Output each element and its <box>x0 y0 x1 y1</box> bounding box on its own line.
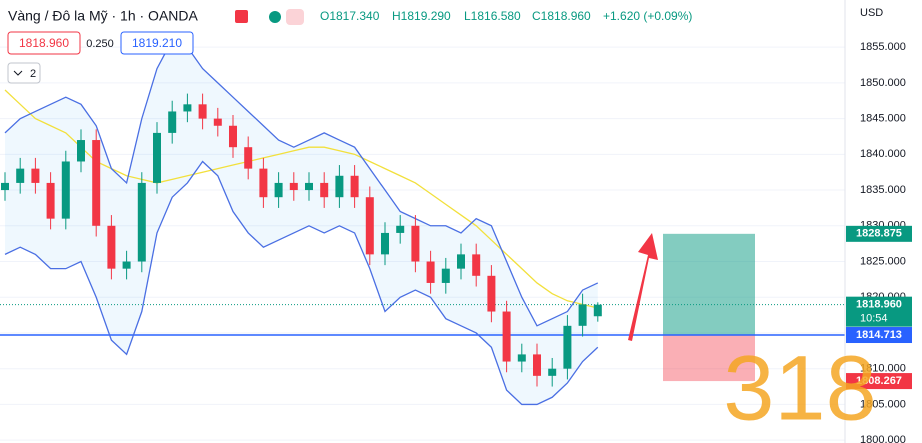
status-dot <box>269 11 281 23</box>
candle-body <box>578 304 587 326</box>
candle-body <box>517 354 526 362</box>
candle-body <box>244 147 253 169</box>
candle-body <box>593 304 602 317</box>
stop-badge <box>846 373 912 390</box>
flag-icon[interactable] <box>235 10 248 23</box>
candle-body <box>92 140 101 226</box>
candle-body <box>396 225 405 233</box>
candle-body <box>137 182 146 262</box>
entry-badge <box>846 327 912 344</box>
y-tick-label: 1810.000 <box>860 363 906 375</box>
y-tick-label: 1855.000 <box>860 41 906 53</box>
buy-price[interactable]: 1819.210 <box>132 36 182 50</box>
candle-body <box>16 168 25 183</box>
candle-body <box>548 368 557 376</box>
y-tick-label: 1800.000 <box>860 434 906 443</box>
candle-body <box>441 268 450 283</box>
candle-body <box>502 311 511 362</box>
target-badge <box>846 225 912 242</box>
candle-body <box>259 168 268 198</box>
candle-body <box>168 111 177 133</box>
candle-body <box>1 182 9 191</box>
ohlc-high: H1819.290 <box>392 9 451 23</box>
candle-body <box>229 125 237 148</box>
change: +1.620 (+0.09%) <box>603 9 692 23</box>
spread: 0.250 <box>86 38 114 50</box>
buy-button[interactable] <box>120 31 194 55</box>
candle-body <box>563 325 572 369</box>
status-icon <box>286 9 304 25</box>
ohlc-open: O1817.340 <box>320 9 380 23</box>
y-tick-label: 1840.000 <box>860 148 906 160</box>
target-badge-label: 1828.875 <box>856 228 902 240</box>
candle-body <box>411 225 420 262</box>
y-tick-label: 1845.000 <box>860 113 906 125</box>
candle-body <box>365 197 374 255</box>
price-axis <box>845 0 922 443</box>
candle-body <box>305 182 313 191</box>
candle-body <box>487 275 496 312</box>
candle-body <box>77 140 85 162</box>
indicator-line <box>4 160 599 406</box>
chevron <box>13 70 23 76</box>
position-loss <box>663 335 755 382</box>
sell-price[interactable]: 1818.960 <box>19 36 69 50</box>
plot-area <box>0 39 845 441</box>
position-profit <box>663 233 755 336</box>
symbol: Vàng / Đô la Mỹ · 1h · OANDA <box>8 8 199 24</box>
sell-button[interactable] <box>7 31 81 55</box>
candle-body <box>198 104 207 119</box>
ohlc-close: C1818.960 <box>532 9 591 23</box>
band-fill <box>5 40 598 405</box>
candle-body <box>31 168 40 183</box>
candle-body <box>213 118 222 126</box>
candle-body <box>122 261 131 269</box>
indicator-count[interactable]: 2 <box>30 68 36 80</box>
currency: USD <box>860 7 883 19</box>
candle-body <box>320 182 329 198</box>
ohlc-low: L1816.580 <box>464 9 521 23</box>
candle-body <box>289 182 298 191</box>
stop-badge-label: 1808.267 <box>856 375 902 387</box>
indicator-toggle[interactable] <box>7 62 41 84</box>
y-tick-label: 1835.000 <box>860 184 906 196</box>
candle-body <box>335 175 344 198</box>
candle-body <box>274 182 283 198</box>
candle-body <box>350 175 359 198</box>
candle-body <box>381 232 389 255</box>
y-tick-label: 1825.000 <box>860 255 906 267</box>
entry-badge-label: 1814.713 <box>856 329 902 341</box>
candle-body <box>153 132 161 183</box>
candle-body <box>107 225 116 269</box>
price-badges: 1828.875 1808.267 1814.713 1818.960 10:54 <box>846 225 912 390</box>
candle-body <box>183 104 192 112</box>
countdown: 10:54 <box>860 313 888 325</box>
last-price-badge <box>846 296 912 327</box>
candle-body <box>533 354 541 376</box>
candle-body <box>61 161 70 219</box>
y-tick-label: 1850.000 <box>860 77 906 89</box>
overlay-number: 318 <box>723 337 877 439</box>
candle-body <box>426 261 435 283</box>
candle-body <box>457 254 465 269</box>
candle-body <box>472 254 481 276</box>
y-tick-label: 1805.000 <box>860 398 906 410</box>
last-price-badge-label: 1818.960 <box>856 299 902 311</box>
candle-body <box>46 182 55 219</box>
arrow <box>628 233 658 341</box>
indicator-line <box>4 39 599 327</box>
indicator-line <box>4 89 598 309</box>
